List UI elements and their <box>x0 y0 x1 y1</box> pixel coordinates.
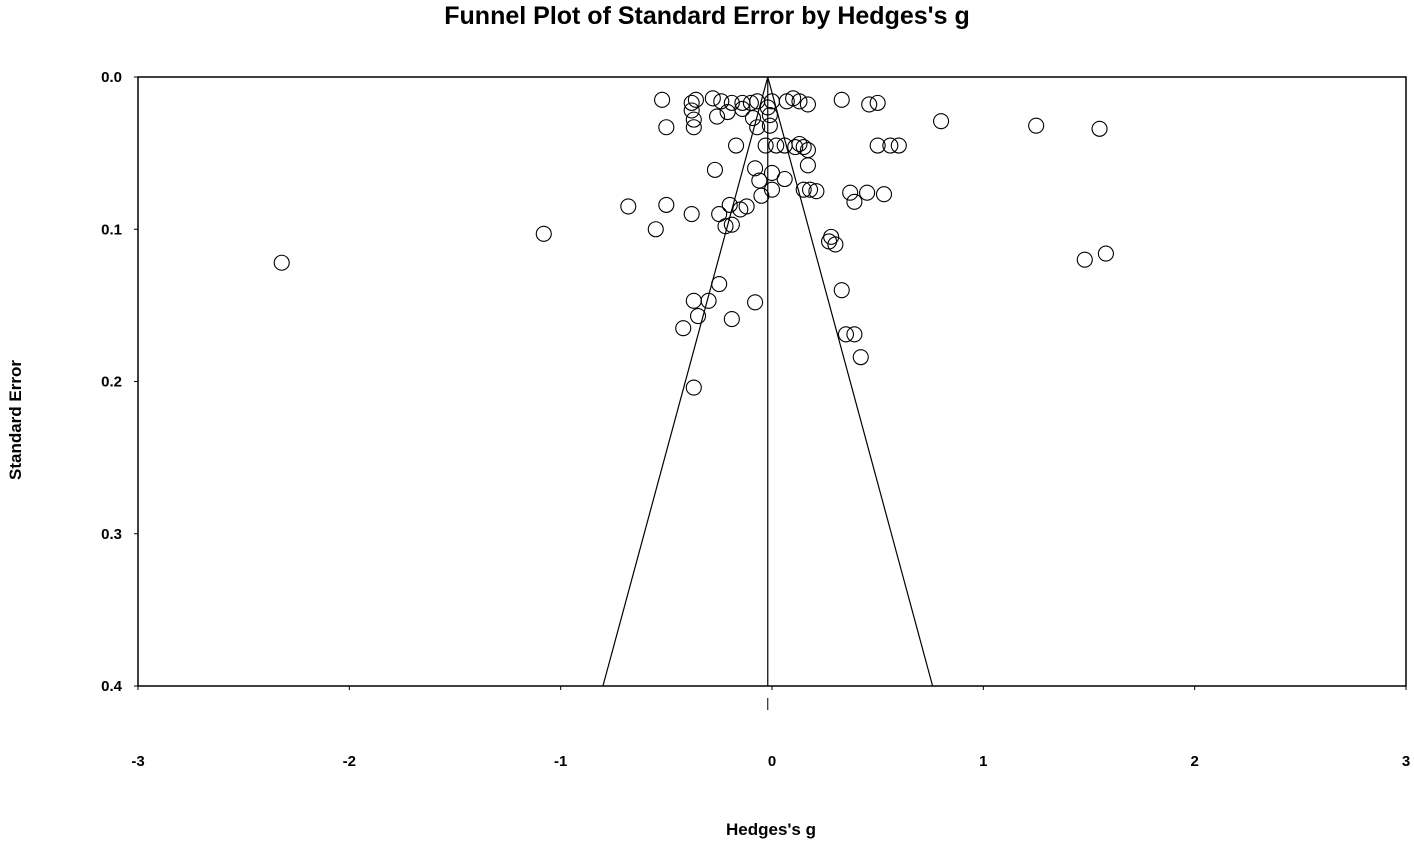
study-point <box>685 111 702 128</box>
study-point <box>1028 117 1045 134</box>
study-point <box>687 91 704 108</box>
plot-area-frame <box>137 76 1407 687</box>
study-point <box>675 320 692 337</box>
study-point <box>799 96 816 113</box>
study-point <box>761 117 778 134</box>
study-point <box>808 183 825 200</box>
study-point <box>738 198 755 215</box>
study-point <box>704 90 721 107</box>
study-point <box>749 119 766 136</box>
x-tick-label: -1 <box>554 753 567 770</box>
study-point <box>759 99 776 116</box>
study-point <box>842 184 859 201</box>
study-point <box>869 94 886 111</box>
study-point <box>683 94 700 111</box>
study-point <box>890 137 907 154</box>
study-point <box>747 160 764 177</box>
study-point <box>761 107 778 124</box>
study-point <box>846 326 863 343</box>
y-tick-label: 0.3 <box>101 526 122 543</box>
study-point <box>723 94 740 111</box>
funnel-lines <box>602 76 934 710</box>
study-point <box>757 137 774 154</box>
study-point <box>861 96 878 113</box>
y-tick-label: 0.2 <box>101 374 122 391</box>
study-point <box>933 113 950 130</box>
study-point <box>535 225 552 242</box>
study-point <box>685 292 702 309</box>
study-point <box>728 137 745 154</box>
study-point <box>689 307 707 325</box>
study-point <box>721 196 738 213</box>
study-point <box>1076 251 1093 268</box>
study-point <box>869 137 886 154</box>
x-tick-label: 2 <box>1190 753 1198 770</box>
x-tick-label: 3 <box>1402 753 1410 770</box>
study-point <box>833 282 850 299</box>
study-point <box>658 119 675 136</box>
study-point <box>717 218 734 235</box>
y-tick-label: 0.0 <box>101 69 122 86</box>
study-point <box>776 170 793 188</box>
data-points <box>273 90 1114 396</box>
funnel-left-limit <box>602 76 769 687</box>
study-point <box>753 187 770 204</box>
study-point <box>837 326 855 343</box>
study-point <box>273 254 290 271</box>
y-tick-label: 0.4 <box>101 678 123 695</box>
study-point <box>1097 245 1114 262</box>
study-point <box>882 137 899 154</box>
study-point <box>713 93 730 110</box>
study-point <box>859 184 876 201</box>
study-point <box>795 138 812 156</box>
study-point <box>744 110 762 127</box>
study-point <box>647 221 664 238</box>
study-point <box>768 137 785 154</box>
study-point <box>827 236 844 253</box>
study-point <box>711 276 728 293</box>
funnel-right-limit <box>767 76 934 687</box>
x-axis-title: Hedges's g <box>725 820 816 839</box>
study-point <box>706 161 723 178</box>
study-point <box>658 196 675 213</box>
study-point <box>685 119 702 136</box>
study-point <box>791 93 808 110</box>
study-point <box>1091 120 1108 137</box>
study-point <box>747 294 764 311</box>
study-point <box>723 311 740 328</box>
study-point <box>787 138 804 156</box>
x-tick-label: 0 <box>768 753 776 770</box>
study-point <box>709 108 726 125</box>
study-point <box>700 292 717 309</box>
study-point <box>685 379 702 396</box>
study-point <box>791 135 808 153</box>
study-point <box>795 181 812 198</box>
study-point <box>654 91 671 108</box>
chart-title: Funnel Plot of Standard Error by Hedges'… <box>444 2 970 30</box>
x-tick-label: 1 <box>979 753 987 770</box>
study-point <box>620 198 637 215</box>
study-point <box>723 216 740 233</box>
study-point <box>683 102 700 119</box>
y-tick-label: 0.1 <box>101 221 122 238</box>
study-point <box>683 205 700 223</box>
study-point <box>734 100 751 118</box>
study-point <box>833 91 850 108</box>
study-point <box>801 181 819 198</box>
axis-ticks: -3 -2 -1 0 1 2 3 0.0 0.1 0.2 0.3 0.4 <box>101 69 1410 770</box>
study-point <box>875 186 893 203</box>
study-point <box>799 157 816 174</box>
study-point <box>852 349 869 366</box>
study-point <box>763 181 781 198</box>
x-tick-label: -2 <box>343 753 356 770</box>
study-point <box>846 193 863 210</box>
x-tick-label: -3 <box>131 753 144 770</box>
